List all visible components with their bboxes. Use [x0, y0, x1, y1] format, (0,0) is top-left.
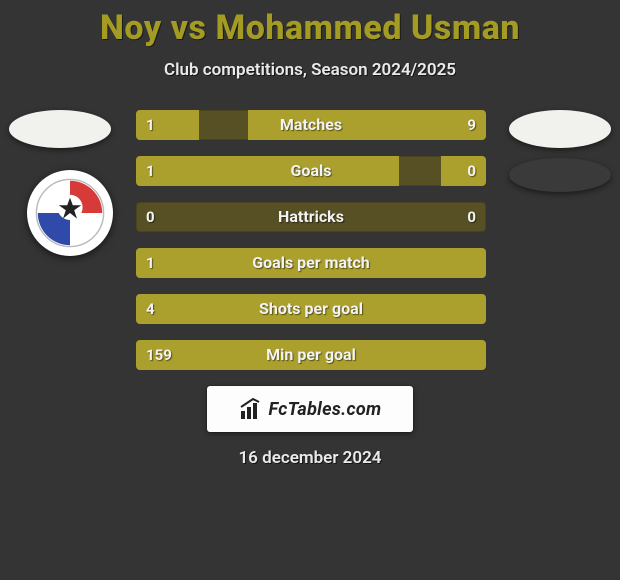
stat-row: 4Shots per goal: [136, 294, 486, 324]
stat-row: 19Matches: [136, 110, 486, 140]
stat-row: 159Min per goal: [136, 340, 486, 370]
player-left-badge: [9, 110, 111, 148]
stat-label: Matches: [136, 110, 486, 140]
chart-icon: [239, 397, 263, 421]
stat-label: Hattricks: [136, 202, 486, 232]
stat-bars: 19Matches 10Goals 00Hattricks 1Goals per ma…: [136, 110, 486, 370]
stat-row: 00Hattricks: [136, 202, 486, 232]
brand-label: FcTables.com: [269, 399, 382, 420]
stat-row: 10Goals: [136, 156, 486, 186]
comparison-stage: 19Matches 10Goals 00Hattricks 1Goals per ma…: [0, 110, 620, 370]
stat-label: Min per goal: [136, 340, 486, 370]
date-label: 16 december 2024: [0, 448, 620, 468]
stat-label: Shots per goal: [136, 294, 486, 324]
stat-row: 1Goals per match: [136, 248, 486, 278]
brand-chip[interactable]: FcTables.com: [207, 386, 413, 432]
stat-label: Goals per match: [136, 248, 486, 278]
player-right-badge-2: [509, 158, 611, 192]
team-logo: [27, 170, 113, 256]
page-subtitle: Club competitions, Season 2024/2025: [0, 60, 620, 80]
stat-label: Goals: [136, 156, 486, 186]
player-right-badge-1: [509, 110, 611, 148]
team-logo-icon: [35, 178, 105, 248]
page-title: Noy vs Mohammed Usman: [0, 0, 620, 48]
